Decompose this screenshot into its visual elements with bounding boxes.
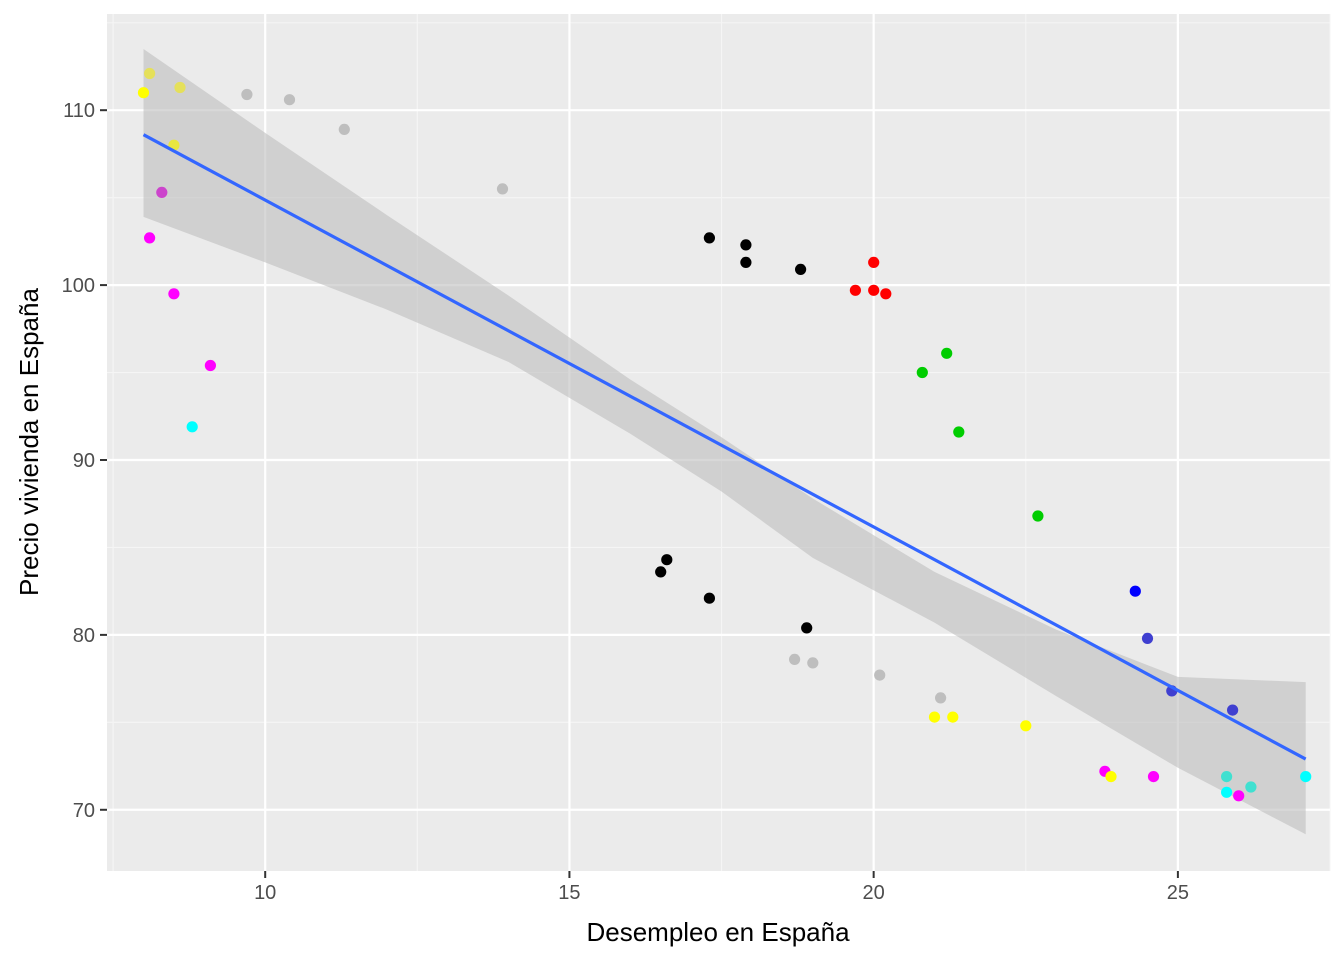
data-point: [144, 67, 156, 80]
data-point: [801, 622, 813, 634]
data-point: [941, 347, 953, 359]
data-point: [1020, 720, 1032, 732]
data-point: [204, 359, 216, 372]
data-point: [1227, 704, 1239, 716]
data-point: [1233, 790, 1245, 802]
regression-line: [142, 133, 1307, 761]
data-point: [1147, 771, 1160, 783]
data-point: [283, 94, 296, 106]
data-point: [947, 711, 959, 723]
data-point: [1221, 786, 1233, 798]
data-points: [137, 67, 1312, 802]
y-axis-title: Precio vivienda en España: [14, 288, 44, 596]
confidence-band-layer: [143, 49, 1306, 835]
data-point: [655, 566, 667, 578]
data-point: [1105, 771, 1117, 783]
data-point: [1245, 781, 1257, 793]
data-point: [703, 232, 716, 244]
data-point: [241, 88, 253, 101]
x-tick-label: 25: [1167, 882, 1189, 904]
data-point: [807, 657, 819, 669]
data-point: [1221, 771, 1233, 783]
data-point: [137, 87, 150, 99]
data-point: [338, 123, 350, 135]
data-point: [186, 421, 198, 433]
data-point: [795, 263, 807, 275]
x-axis-title: Desempleo en España: [586, 917, 850, 947]
data-point: [928, 711, 941, 723]
data-point: [1300, 771, 1312, 783]
data-point: [916, 366, 928, 379]
data-point: [1129, 585, 1141, 597]
data-point: [874, 669, 886, 681]
data-point: [849, 284, 862, 296]
data-point: [168, 288, 180, 300]
data-point: [880, 288, 892, 300]
data-point: [935, 692, 947, 704]
data-point: [661, 554, 673, 566]
y-tick-label: 110: [63, 100, 95, 122]
data-point: [868, 256, 880, 268]
confidence-band: [143, 49, 1306, 835]
data-point: [496, 183, 509, 195]
x-tick-label: 10: [254, 882, 276, 904]
data-point: [703, 592, 716, 604]
data-point: [144, 232, 156, 244]
data-point: [740, 256, 752, 268]
data-point: [1032, 510, 1044, 522]
x-axis-ticks: 10 15 20 25: [254, 871, 1189, 904]
data-point: [789, 653, 801, 666]
data-point: [1141, 632, 1154, 645]
fit-line-layer: [142, 133, 1307, 761]
x-tick-label: 15: [558, 882, 580, 904]
y-tick-label: 70: [73, 800, 95, 822]
data-point: [740, 239, 752, 251]
data-point: [953, 426, 965, 438]
data-point: [868, 284, 880, 296]
data-point: [174, 81, 186, 94]
data-point: [156, 186, 168, 198]
y-axis-ticks: 70 80 90 100 110: [62, 100, 107, 822]
y-tick-label: 80: [73, 625, 95, 647]
y-tick-label: 100: [62, 275, 95, 297]
x-tick-label: 20: [863, 882, 885, 904]
y-tick-label: 90: [73, 450, 95, 472]
